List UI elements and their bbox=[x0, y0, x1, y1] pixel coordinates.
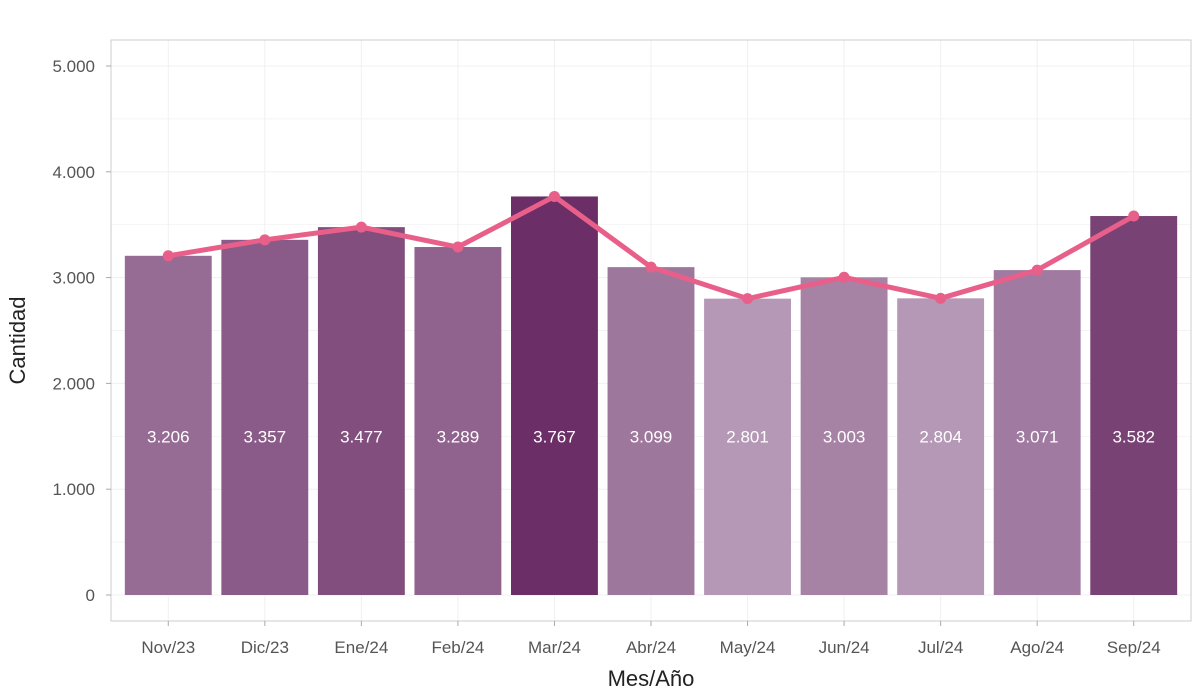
data-label: 3.099 bbox=[630, 427, 673, 446]
x-tick-label: Feb/24 bbox=[431, 638, 484, 657]
y-tick-label: 0 bbox=[86, 586, 95, 605]
data-labels: 3.206 3.357 3.477 3.289 3.767 3.099 2.801 3.003… bbox=[147, 427, 1155, 446]
data-label: 2.804 bbox=[919, 427, 962, 446]
x-tick-label: Jun/24 bbox=[819, 638, 870, 657]
y-tick-label: 5.000 bbox=[52, 57, 95, 76]
y-axis: 0 1.000 2.000 3.000 4.000 5.000 bbox=[52, 57, 111, 605]
trend-point bbox=[452, 241, 464, 253]
data-label: 2.801 bbox=[726, 427, 769, 446]
trend-point bbox=[548, 190, 560, 202]
trend-point bbox=[1128, 210, 1140, 222]
y-axis-title: Cantidad bbox=[5, 296, 30, 384]
bar-Dic/23 bbox=[221, 239, 309, 595]
trend-point bbox=[742, 293, 754, 305]
trend-point bbox=[838, 271, 850, 283]
x-tick-label: Jul/24 bbox=[918, 638, 963, 657]
data-label: 3.357 bbox=[244, 427, 287, 446]
trend-line-group bbox=[162, 190, 1140, 305]
y-tick-label: 2.000 bbox=[52, 374, 95, 393]
data-label: 3.003 bbox=[823, 427, 866, 446]
bar-Jul/24 bbox=[897, 298, 985, 595]
data-label: 3.767 bbox=[533, 427, 576, 446]
y-tick-label: 4.000 bbox=[52, 163, 95, 182]
bar-Sep/24 bbox=[1090, 216, 1178, 595]
x-tick-label: Ago/24 bbox=[1010, 638, 1064, 657]
y-tick-label: 3.000 bbox=[52, 269, 95, 288]
x-tick-label: Mar/24 bbox=[528, 638, 581, 657]
bar-May/24 bbox=[704, 298, 791, 595]
trend-point bbox=[1031, 264, 1043, 276]
bar-Ago/24 bbox=[993, 270, 1081, 595]
x-axis: Nov/23 Dic/23 Ene/24 Feb/24 Mar/24 Abr/24 May/… bbox=[141, 621, 1161, 657]
trend-point bbox=[355, 221, 367, 233]
x-tick-label: May/24 bbox=[720, 638, 776, 657]
bar-Nov/23 bbox=[124, 255, 212, 595]
x-tick-label: Abr/24 bbox=[626, 638, 676, 657]
trend-point bbox=[259, 234, 271, 246]
data-label: 3.477 bbox=[340, 427, 383, 446]
bar-Jun/24 bbox=[800, 277, 888, 595]
trend-point bbox=[162, 250, 174, 262]
x-axis-title: Mes/Año bbox=[608, 666, 695, 691]
trend-point bbox=[645, 261, 657, 273]
data-label: 3.289 bbox=[437, 427, 480, 446]
trend-point bbox=[935, 292, 947, 304]
x-tick-label: Ene/24 bbox=[334, 638, 388, 657]
bar-Mar/24 bbox=[511, 196, 598, 595]
bar-Abr/24 bbox=[607, 267, 695, 595]
data-label: 3.206 bbox=[147, 427, 190, 446]
data-label: 3.071 bbox=[1016, 427, 1059, 446]
data-label: 3.582 bbox=[1112, 427, 1155, 446]
bar-Feb/24 bbox=[414, 247, 502, 595]
bars bbox=[124, 196, 1178, 595]
x-tick-label: Dic/23 bbox=[241, 638, 289, 657]
x-tick-label: Sep/24 bbox=[1107, 638, 1161, 657]
bar-Ene/24 bbox=[317, 227, 405, 595]
y-tick-label: 1.000 bbox=[52, 480, 95, 499]
x-tick-label: Nov/23 bbox=[141, 638, 195, 657]
